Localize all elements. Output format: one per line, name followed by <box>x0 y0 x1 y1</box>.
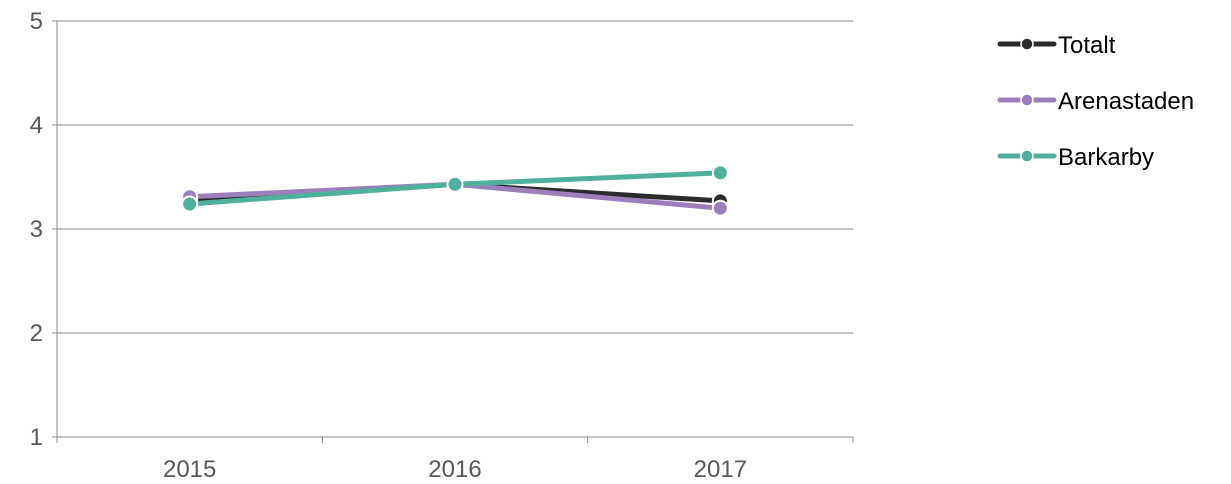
x-tick-label: 2017 <box>694 456 747 483</box>
data-point-barkarby <box>181 195 199 213</box>
legend-item-barkarby: Barkarby <box>997 144 1154 171</box>
y-tick-label: 2 <box>30 320 43 347</box>
x-tick-label: 2015 <box>163 456 216 483</box>
legend-swatch-marker <box>1020 93 1034 107</box>
axes <box>52 20 854 443</box>
y-tick-label: 3 <box>30 216 43 243</box>
legend: Totalt Arenastaden Barkarby <box>997 32 1194 171</box>
gridlines <box>57 20 853 334</box>
data-point-arenastaden <box>711 199 729 217</box>
legend-label: Totalt <box>1058 32 1116 59</box>
y-tick-label: 5 <box>30 8 43 35</box>
data-point-barkarby <box>446 175 464 193</box>
y-tick-label: 1 <box>30 424 43 451</box>
data-point-barkarby <box>711 164 729 182</box>
legend-swatch-marker <box>1020 37 1034 51</box>
legend-swatch-marker <box>1020 149 1034 163</box>
legend-item-totalt: Totalt <box>997 32 1116 59</box>
y-axis-tick-labels: 1 2 3 4 5 <box>30 8 43 451</box>
legend-item-arenastaden: Arenastaden <box>997 88 1194 115</box>
x-axis-tick-labels: 2015 2016 2017 <box>163 456 747 483</box>
series-barkarby <box>181 164 729 213</box>
y-tick-label: 4 <box>30 112 43 139</box>
series-lines <box>181 164 729 217</box>
legend-label: Barkarby <box>1058 144 1154 171</box>
legend-label: Arenastaden <box>1058 88 1194 115</box>
x-tick-label: 2016 <box>428 456 481 483</box>
